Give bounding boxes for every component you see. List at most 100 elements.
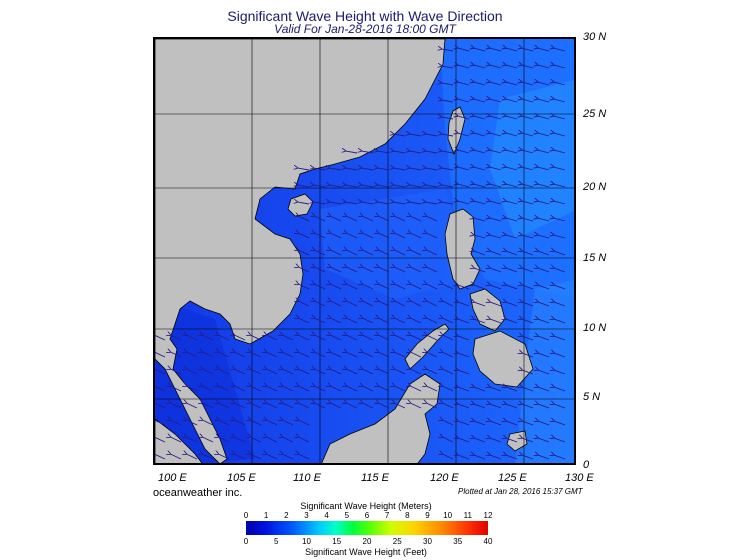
wave-arrow [554,438,566,443]
wave-arrow [441,117,454,120]
wave-arrow [458,387,470,392]
colorbar-tick-meters: 6 [364,511,370,520]
wave-arrow [298,284,310,290]
wave-arrow [298,386,310,392]
wave-arrow [234,386,246,392]
wave-arrow [330,233,342,239]
wave-arrow [522,285,534,290]
wave-arrow [554,268,566,273]
wave-arrow [554,285,566,290]
wave-arrow [538,302,550,307]
wave-arrow [442,352,454,358]
wave-arrow [218,420,230,426]
wave-arrow [489,167,502,171]
wave-arrow [330,284,342,290]
wave-arrow [538,404,550,409]
wave-arrow [218,369,230,375]
wave-arrow [473,82,486,86]
wave-map-canvas [155,39,574,463]
wave-arrow [505,116,518,120]
wave-arrow [442,301,454,307]
wave-arrow [297,185,310,188]
colorbar-tick-feet: 25 [392,537,402,546]
wave-arrow [218,403,230,409]
wave-arrow [362,352,374,358]
wave-arrow [458,438,470,443]
colorbar-title-meters: Significant Wave Height (Meters) [300,501,432,511]
wave-arrow [409,168,422,171]
wave-arrow [457,201,470,205]
wave-arrow [553,116,566,120]
wave-arrow [266,403,278,409]
wave-arrow [537,99,550,103]
wave-arrow [458,404,470,409]
lat-label-30n: 30 N [583,31,607,43]
wave-arrow [378,267,390,273]
wave-arrow [186,335,198,341]
wave-arrow [170,437,182,443]
wave-arrow [202,454,214,460]
wave-arrow [538,353,550,358]
wave-arrow [266,386,278,392]
wave-arrow [362,335,374,341]
colorbar-tick-feet: 30 [423,537,432,546]
wave-arrow [410,233,422,239]
lon-label-105e: 105 E [227,472,256,484]
wave-arrow [537,116,550,120]
wave-arrow [378,216,390,222]
wave-arrow [314,352,326,358]
wave-arrow [442,437,454,443]
wave-arrow [234,335,246,341]
wave-arrow [410,369,422,375]
wave-arrow [473,201,486,205]
wave-arrow [521,82,534,86]
plotted-timestamp: Plotted at Jan 28, 2016 15:37 GMT [458,487,583,496]
wave-arrow [458,285,470,290]
colorbar-tick-meters: 8 [405,511,410,520]
wave-arrow [250,335,262,341]
wave-arrow [425,185,438,188]
wave-arrow [506,421,518,426]
wave-arrow [537,48,550,52]
wave-arrow [155,403,166,409]
land-mindanao [472,330,534,388]
wave-arrow [426,284,438,290]
wave-arrow [538,421,550,426]
wave-arrow [155,335,166,341]
wave-arrow [234,403,246,409]
wave-arrow [329,202,342,205]
wave-arrow [457,184,470,188]
wave-arrow [521,150,534,154]
wave-arrow [361,185,374,188]
wave-arrow [394,216,406,222]
credit-label: oceanweather inc. [153,487,243,499]
wave-arrow [553,133,566,137]
wave-arrow [489,82,502,86]
wave-arrow [473,65,486,69]
wave-arrow [378,352,390,358]
wave-arrow [505,99,518,103]
wave-arrow [170,454,182,460]
wave-arrow [394,352,406,358]
wave-arrow [473,99,486,103]
wave-arrow [474,404,486,409]
wave-arrow [394,386,406,392]
wave-arrow [489,218,502,222]
wave-arrow [441,134,454,137]
wave-arrow [410,352,422,358]
wave-arrow [155,454,166,460]
wave-arrow [489,99,502,103]
wave-arrow [234,454,246,460]
wave-arrow [314,284,326,290]
wave-arrow [506,319,518,324]
wave-arrow [506,387,518,392]
wave-arrow [298,437,310,443]
wave-arrow [442,420,454,426]
wave-arrow [522,370,534,375]
colorbar-tick-feet: 5 [274,537,279,546]
lon-label-110e: 110 E [293,472,321,484]
wave-arrow [186,420,198,426]
colorbar [246,521,488,535]
wave-arrow [473,150,486,154]
wave-arrow [362,284,374,290]
